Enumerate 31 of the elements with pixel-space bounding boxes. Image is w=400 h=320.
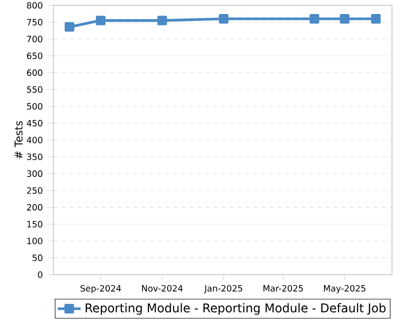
y-tick-label: 500 <box>27 103 42 110</box>
y-tick-label: 750 <box>27 18 42 26</box>
y-tick-label: 50 <box>32 254 42 262</box>
y-tick-label: 400 <box>26 136 42 144</box>
point <box>157 16 167 26</box>
x-tick-label: Sep-2024 <box>80 285 121 294</box>
y-tick-label: 600 <box>27 69 42 76</box>
y-tick-label: 200 <box>27 204 42 211</box>
point <box>310 14 320 24</box>
y-tick-label: 350 <box>27 154 42 160</box>
x-tick-label: Nov-2024 <box>142 285 183 292</box>
y-tick-label: 550 <box>27 86 42 93</box>
point <box>340 14 350 24</box>
x-tick-label: Jan-2025 <box>204 285 242 294</box>
y-tick-label: 700 <box>27 36 42 42</box>
y-tick-label: 800 <box>26 2 42 9</box>
x-tick-label: Mar-2025 <box>264 285 303 292</box>
y-tick-label: 0 <box>38 271 42 278</box>
y-tick-label: 100 <box>27 238 42 244</box>
y-tick-label: 650 <box>27 52 42 60</box>
y-tick-label: 300 <box>27 170 42 177</box>
point <box>64 22 74 32</box>
legend-label: Reporting Module - Reporting Module - Default Job <box>86 303 386 315</box>
point <box>96 16 106 26</box>
point <box>371 14 381 24</box>
x-tick-label: May-2025 <box>324 285 366 294</box>
point <box>218 14 228 24</box>
y-axis-title: # Tests <box>14 121 23 159</box>
y-tick-label: 450 <box>26 120 42 126</box>
y-tick-label: 250 <box>27 187 42 194</box>
y-tick-label: 150 <box>27 220 42 228</box>
